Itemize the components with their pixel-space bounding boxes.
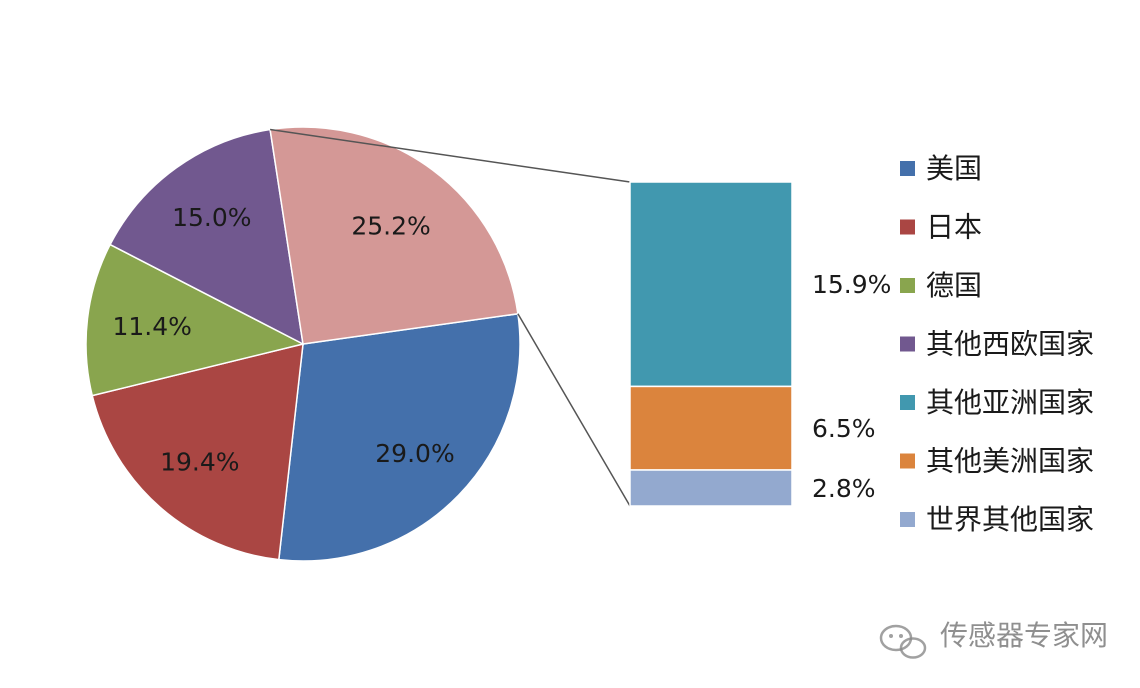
connector-lines bbox=[269, 128, 631, 507]
legend-label-5: 其他美洲国家 bbox=[926, 445, 1094, 478]
legend-label-1: 日本 bbox=[926, 211, 982, 244]
legend-label-2: 德国 bbox=[926, 269, 982, 302]
legend-swatch-0 bbox=[900, 161, 915, 176]
bar-segment-item-1 bbox=[629, 385, 793, 471]
legend-swatch-2 bbox=[900, 278, 915, 293]
bar-data-label-2: 2.8% bbox=[812, 474, 876, 503]
legend-swatch-6 bbox=[900, 512, 915, 527]
legend-swatch-5 bbox=[900, 453, 915, 469]
legend-swatch-3 bbox=[900, 336, 915, 352]
pie-data-label-1: 19.4% bbox=[160, 447, 239, 476]
connector-line-bottom bbox=[517, 313, 631, 507]
pie-slice-item-1 bbox=[91, 343, 304, 561]
pie-slice-item-0 bbox=[277, 312, 521, 562]
stacked-bar: 15.9% 6.5% 2.8% bbox=[629, 181, 891, 507]
pie-data-label-3: 15.0% bbox=[172, 203, 251, 232]
watermark-label: 传感器专家网 bbox=[940, 619, 1108, 652]
legend-label-6: 世界其他国家 bbox=[926, 503, 1094, 536]
pie-slice-item-4 bbox=[269, 126, 519, 345]
pie-data-label-2: 11.4% bbox=[112, 312, 191, 341]
legend-swatch-4 bbox=[900, 395, 915, 410]
bar-segment-item-0 bbox=[629, 181, 793, 388]
legend-swatch-1 bbox=[900, 219, 915, 235]
pie-data-label-4: 25.2% bbox=[351, 212, 430, 241]
watermark: 传感器专家网 bbox=[879, 619, 1108, 659]
connector-line-top bbox=[269, 128, 631, 183]
bar-segment-item-2 bbox=[629, 469, 793, 507]
wechat-icon bbox=[879, 624, 927, 659]
pie-data-label-0: 29.0% bbox=[375, 439, 454, 468]
bar-data-label-1: 6.5% bbox=[812, 414, 876, 443]
legend-label-0: 美国 bbox=[926, 152, 982, 185]
pie-slice-item-3 bbox=[109, 128, 304, 346]
pie-group: 29.0% 19.4% 11.4% 15.0% 25.2% bbox=[85, 126, 521, 562]
legend-label-3: 其他西欧国家 bbox=[926, 328, 1094, 361]
legend-label-4: 其他亚洲国家 bbox=[926, 386, 1094, 419]
bar-data-label-0: 15.9% bbox=[812, 270, 891, 299]
pie-slice-item-2 bbox=[85, 243, 306, 397]
